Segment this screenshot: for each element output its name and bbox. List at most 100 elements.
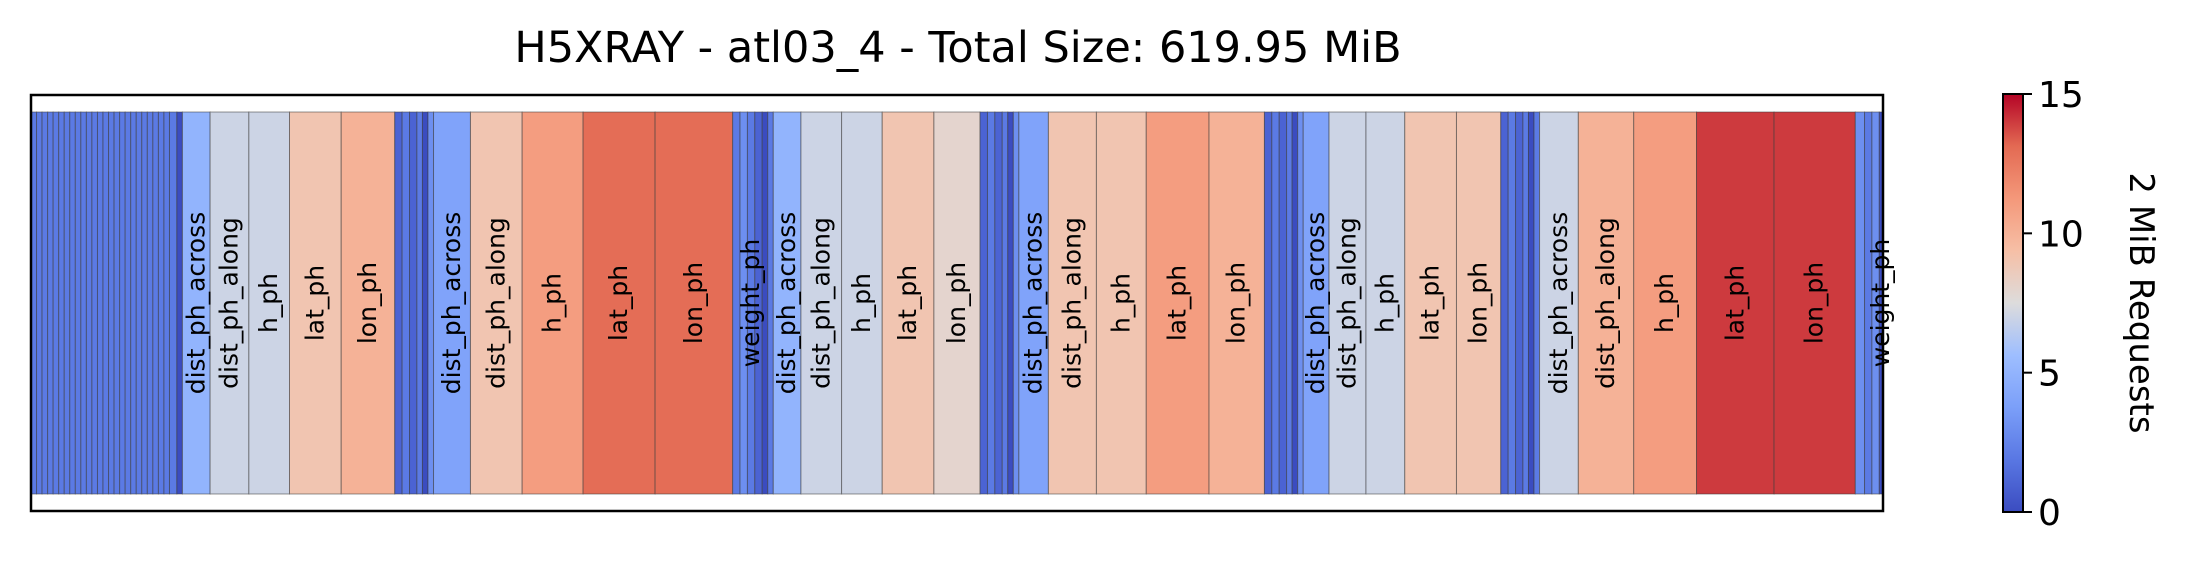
heatmap-cell xyxy=(994,111,1003,495)
heatmap-cell xyxy=(1365,111,1406,495)
colorbar-tick-label: 10 xyxy=(2038,214,2084,255)
segment-label: lon_ph xyxy=(1800,262,1829,344)
heatmap-cell xyxy=(47,111,54,495)
segment-label: lon_ph xyxy=(679,262,708,344)
segment-label: dist_ph_along xyxy=(1333,217,1362,389)
segment-label: h_ph xyxy=(1370,273,1399,333)
segment-label: dist_ph_along xyxy=(1057,217,1086,389)
heatmap-cell xyxy=(289,111,342,495)
heatmap-cell xyxy=(1404,111,1457,495)
colorbar-tick-label: 15 xyxy=(2038,75,2084,116)
heatmap-cell xyxy=(1095,111,1147,495)
segment-label: h_ph xyxy=(1650,273,1679,333)
heatmap-cell xyxy=(74,111,82,495)
heatmap-cell xyxy=(340,111,396,495)
heatmap-cell xyxy=(409,111,418,495)
heatmap-cell xyxy=(96,111,104,495)
segment-label: lon_ph xyxy=(353,262,382,344)
heatmap-cell xyxy=(1522,111,1529,495)
colorbar-frame xyxy=(2002,93,2024,513)
segment-label: lat_ph xyxy=(1416,265,1445,341)
heatmap-cell xyxy=(427,111,435,495)
colorbar-label: 2 MiB Requests xyxy=(2121,172,2161,433)
heatmap-cell xyxy=(1328,111,1367,495)
heatmap-cell xyxy=(168,111,178,495)
heatmap-cell xyxy=(1854,111,1866,495)
segment-label: dist_ph_along xyxy=(1591,217,1620,389)
colorbar-tick-label: 0 xyxy=(2038,493,2061,534)
heatmap-cell xyxy=(1455,111,1502,495)
heatmap-cell xyxy=(421,111,429,495)
segment-label: dist_ph_across xyxy=(437,212,466,395)
segment-label: weight_ph xyxy=(736,239,765,368)
segment-label: dist_ph_across xyxy=(1019,212,1048,395)
heatmap-cell xyxy=(1539,111,1579,495)
heatmap-cell xyxy=(881,111,935,495)
segment-labels-layer: dist_ph_across dist_ph_along h_ph lat_ph lon… xyxy=(181,212,1895,395)
heatmap-cell xyxy=(36,111,43,495)
heatmap-cell xyxy=(209,111,250,495)
segment-label: h_ph xyxy=(254,273,283,333)
heatmap-cell xyxy=(800,111,843,495)
heatmap-cell xyxy=(1302,111,1330,495)
heatmap-cell xyxy=(1696,111,1775,495)
heatmap-cell xyxy=(69,111,76,495)
segment-label: dist_ph_along xyxy=(806,217,835,389)
heatmap-cell xyxy=(102,111,110,495)
heatmap-cell xyxy=(163,111,170,495)
heatmap-cell xyxy=(130,111,137,495)
heatmap-cell xyxy=(157,111,165,495)
heatmap-cell xyxy=(1773,111,1856,495)
segment-label: h_ph xyxy=(847,273,876,333)
heatmap-cell xyxy=(52,111,60,495)
heatmap-cell xyxy=(1533,111,1541,495)
heatmap-cell xyxy=(141,111,148,495)
heatmap-cell xyxy=(1001,111,1009,495)
segments-layer xyxy=(30,111,1884,495)
heatmap-cell xyxy=(85,111,93,495)
segment-label: dist_ph_across xyxy=(1544,212,1573,395)
chart-title: H5XRAY - atl03_4 - Total Size: 619.95 Mi… xyxy=(514,23,1401,73)
heatmap-cell xyxy=(152,111,159,495)
heatmap-cell xyxy=(146,111,154,495)
heatmap-cell xyxy=(841,111,883,495)
segment-label: weight_ph xyxy=(1866,239,1895,368)
heatmap-cell xyxy=(248,111,291,495)
heatmap-cell xyxy=(80,111,87,495)
colorbar-gradient xyxy=(2003,94,2023,512)
heatmap-cell xyxy=(113,111,121,495)
heatmap-cell xyxy=(108,111,115,495)
segment-label: lat_ph xyxy=(300,265,329,341)
heatmap-cell xyxy=(521,111,584,495)
heatmap-cell xyxy=(1286,111,1293,495)
heatmap-cell xyxy=(63,111,71,495)
segment-label: lon_ph xyxy=(942,262,971,344)
heatmap-cell xyxy=(1263,111,1273,495)
colorbar-tick-label: 5 xyxy=(2038,354,2061,395)
heatmap-cell xyxy=(1007,111,1014,495)
heatmap-cell xyxy=(124,111,132,495)
heatmap-cell xyxy=(135,111,143,495)
heatmap-cell xyxy=(41,111,49,495)
heatmap-cell xyxy=(119,111,126,495)
colorbar-ticks: 0 5 10 15 xyxy=(2023,75,2084,534)
segment-label: dist_ph_across xyxy=(181,212,210,394)
heatmap-cell xyxy=(1145,111,1210,495)
heatmap-cell xyxy=(469,111,523,495)
heatmap-cell xyxy=(654,111,734,495)
segment-label: h_ph xyxy=(1106,273,1135,333)
segment-label: lat_ph xyxy=(604,265,633,341)
segment-label: lat_ph xyxy=(1163,265,1192,341)
heatmap-cell xyxy=(1507,111,1517,495)
heatmap-cell xyxy=(91,111,98,495)
segment-label: dist_ph_across xyxy=(1301,212,1330,395)
segment-label: dist_ph_along xyxy=(481,217,510,389)
heatmap-cell xyxy=(1577,111,1635,495)
heatmap-cell xyxy=(1633,111,1698,495)
heatmap-cell xyxy=(1291,111,1299,495)
colorbar: 0 5 10 15 2 MiB Requests xyxy=(2002,75,2161,534)
heatmap-cell xyxy=(979,111,988,495)
segment-label: lon_ph xyxy=(1222,262,1251,344)
heatmap-cell xyxy=(1271,111,1280,495)
